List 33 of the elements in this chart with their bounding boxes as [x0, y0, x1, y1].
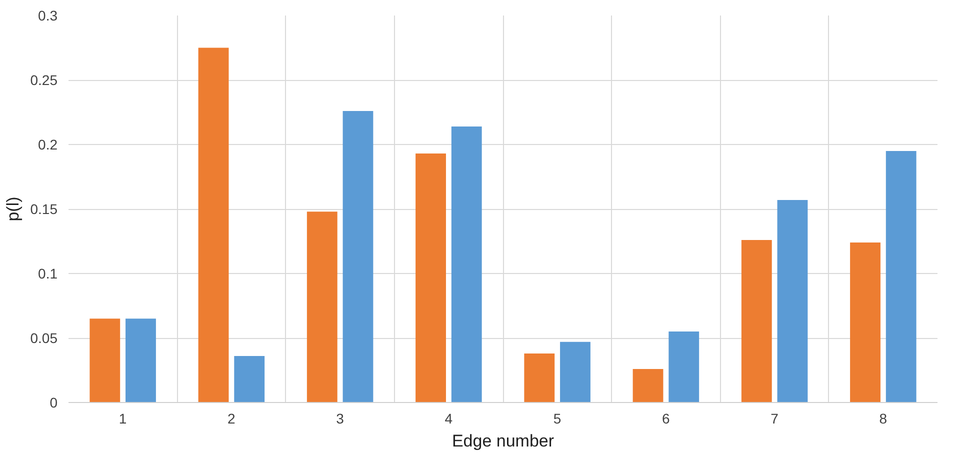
bar	[342, 110, 374, 402]
y-tick-label: 0.1	[38, 266, 58, 282]
bar	[234, 356, 265, 402]
bar	[741, 240, 772, 402]
y-tick-label: 0.15	[30, 201, 58, 217]
x-tick-label: 1	[118, 410, 127, 426]
x-tick-label: 2	[228, 410, 236, 426]
bar	[632, 368, 664, 402]
bar	[198, 48, 229, 402]
y-tick-label: 0.25	[30, 72, 58, 88]
x-tick-label: 8	[879, 410, 888, 426]
bar	[126, 318, 156, 402]
x-tick-label: 4	[444, 410, 453, 426]
bar	[451, 126, 482, 402]
bar	[306, 212, 338, 402]
bar	[90, 318, 120, 402]
y-axis-title: p(l)	[3, 196, 22, 222]
y-tick-label: 0.2	[38, 136, 58, 152]
bar	[777, 200, 808, 402]
bar	[850, 242, 880, 402]
x-tick-label: 5	[553, 410, 562, 426]
bar	[524, 353, 555, 402]
bar	[668, 332, 700, 402]
x-tick-label: 6	[662, 410, 670, 426]
bar	[886, 150, 916, 402]
x-tick-label: 3	[336, 410, 344, 426]
y-tick-label: 0.05	[30, 330, 58, 346]
bar	[560, 342, 590, 402]
y-tick-label: 0.3	[38, 8, 58, 24]
bar	[416, 154, 446, 402]
y-tick-label: 0	[50, 394, 58, 410]
x-axis-title: Edge number	[452, 432, 554, 450]
x-tick-label: 7	[770, 410, 779, 426]
